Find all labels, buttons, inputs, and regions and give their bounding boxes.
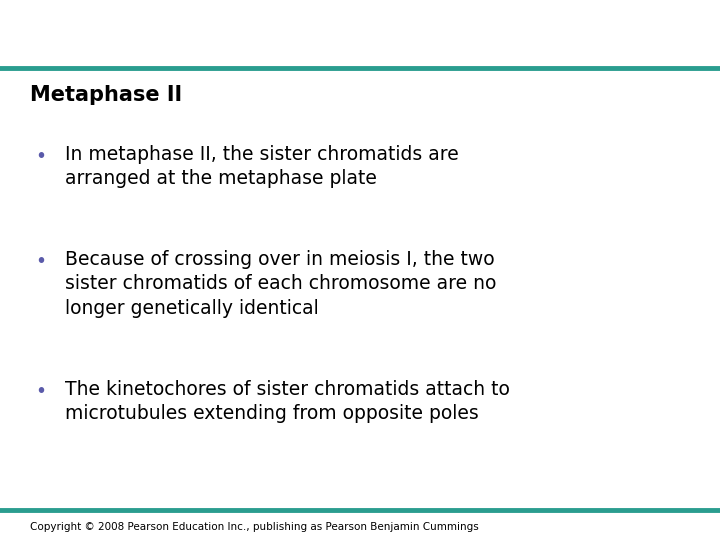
Text: •: • <box>35 252 46 271</box>
Text: Because of crossing over in meiosis I, the two
sister chromatids of each chromos: Because of crossing over in meiosis I, t… <box>65 250 496 318</box>
Text: Copyright © 2008 Pearson Education Inc., publishing as Pearson Benjamin Cummings: Copyright © 2008 Pearson Education Inc.,… <box>30 522 479 532</box>
Text: •: • <box>35 382 46 401</box>
Text: Metaphase II: Metaphase II <box>30 85 182 105</box>
Text: In metaphase II, the sister chromatids are
arranged at the metaphase plate: In metaphase II, the sister chromatids a… <box>65 145 459 188</box>
Text: •: • <box>35 147 46 166</box>
Text: The kinetochores of sister chromatids attach to
microtubules extending from oppo: The kinetochores of sister chromatids at… <box>65 380 510 423</box>
